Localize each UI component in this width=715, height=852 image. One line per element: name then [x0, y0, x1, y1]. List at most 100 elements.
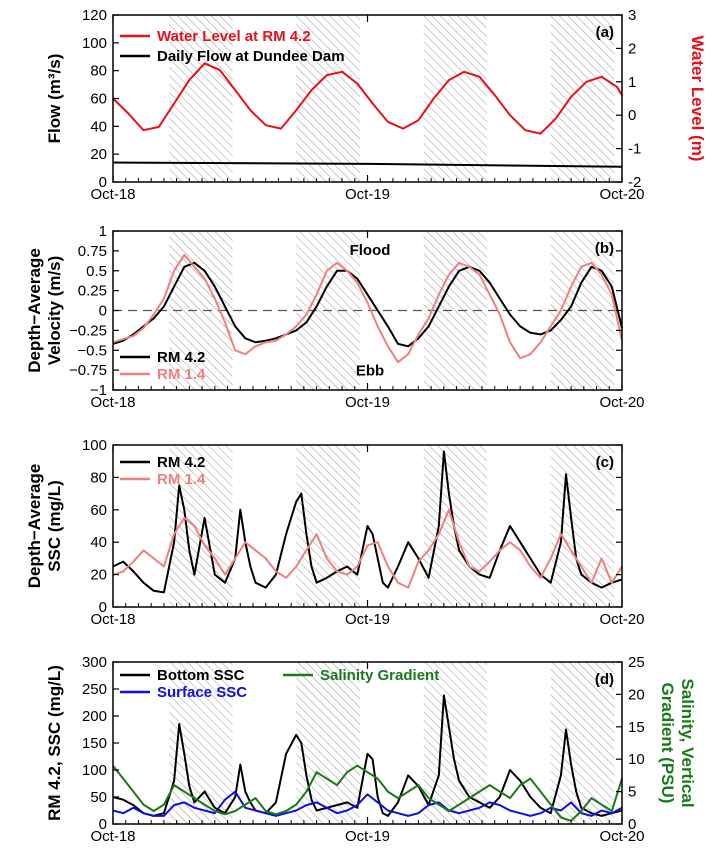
x-tick-label: Oct-19 [345, 186, 390, 203]
y-tick-label: 0 [99, 599, 107, 616]
y-axis-label-line: SSC (mg/L) [45, 480, 64, 572]
panel-2: −1 −0.75 −0.5 −0.25 0 0.25 0.5 0.75 1 Oct-18 Oct-1… [25, 223, 645, 411]
y-tick-label: 20 [90, 567, 107, 584]
y-axis-label: Depth−Average SSC (mg/L) [25, 464, 64, 589]
legend-label: RM 1.4 [157, 471, 206, 488]
y-tick-label: −0.75 [69, 362, 107, 379]
y-tick-label: 20 [90, 146, 107, 163]
y-axis-label-line: Depth−Average [25, 248, 44, 373]
panel-label: (c) [596, 454, 614, 471]
series-line-daily-flow-at-dundee-dam [112, 161, 623, 168]
y2-tick-label: 15 [628, 719, 645, 736]
y-tick-label: 0.25 [78, 283, 107, 300]
shaded-interval [423, 445, 488, 607]
x-tick-label: Oct-18 [90, 611, 135, 628]
y-axis-label: RM 4.2, SSC (mg/L) [45, 665, 64, 821]
y-tick-label: 1 [99, 223, 107, 240]
series-line-bottom-ssc [112, 694, 623, 817]
x-tick-label: Oct-19 [345, 828, 390, 845]
y-tick-label: 0 [99, 303, 107, 320]
y-tick-label: 200 [82, 708, 107, 725]
panel-1: 0 20 40 60 80 100 120 -2 -1 0 1 2 3 Oct-18 Oct-19 Oct-2… [45, 7, 707, 203]
y-tick-label: 40 [90, 534, 107, 551]
legend-label: Bottom SSC [157, 667, 245, 684]
y-tick-label: 100 [82, 437, 107, 454]
series-line-rm-1-4 [112, 508, 623, 589]
y-tick-label: 250 [82, 681, 107, 698]
series-line-rm-4-2 [112, 450, 623, 594]
y2-tick-label: 5 [628, 784, 636, 801]
y2-tick-label: -1 [628, 141, 641, 158]
y-tick-label: 60 [90, 91, 107, 108]
y-tick-label: −1 [90, 382, 107, 399]
shaded-interval [296, 15, 360, 182]
y2-tick-label: 20 [628, 686, 645, 703]
y2-axis-label-line: Water Level (m) [688, 36, 707, 162]
legend-label: RM 1.4 [157, 366, 206, 383]
x-tick-label: Oct-20 [599, 828, 644, 845]
legend-label: Salinity Gradient [320, 667, 439, 684]
y2-tick-label: 0 [628, 107, 636, 124]
legend-label: Surface SSC [157, 684, 247, 701]
y-tick-label: 100 [82, 35, 107, 52]
y2-tick-label: 3 [628, 7, 636, 24]
x-tick-label: Oct-20 [599, 186, 644, 203]
x-tick-label: Oct-18 [90, 186, 135, 203]
y-tick-label: 80 [90, 63, 107, 80]
y-axis-label-line: Flow (m³/s) [45, 54, 64, 144]
y2-tick-label: -2 [628, 174, 641, 191]
panel-label: (b) [595, 240, 614, 257]
shaded-interval [423, 662, 488, 824]
y-axis-label-line: Velocity (m/s) [45, 256, 64, 366]
legend-label: RM 4.2 [157, 454, 205, 471]
y-tick-label: 120 [82, 7, 107, 24]
shaded-interval [550, 662, 615, 824]
legend-label: Daily Flow at Dundee Dam [157, 48, 345, 65]
shaded-interval [296, 445, 360, 607]
y2-tick-label: 0 [628, 816, 636, 833]
y-tick-label: 150 [82, 735, 107, 752]
y-tick-label: 300 [82, 654, 107, 671]
shaded-interval [550, 15, 615, 182]
y-tick-label: 0.5 [86, 263, 107, 280]
x-tick-label: Oct-20 [599, 611, 644, 628]
y-tick-label: 100 [82, 762, 107, 779]
legend-label: RM 4.2 [157, 349, 205, 366]
panel-4: 0 50 100 150 200 250 300 0 5 10 15 20 25 Oct-18 Oct-19… [45, 654, 697, 845]
y2-tick-label: 25 [628, 654, 645, 671]
y-tick-label: 40 [90, 118, 107, 135]
annotation-flood: Flood [350, 242, 391, 259]
y-axis-label-line: RM 4.2, SSC (mg/L) [45, 665, 64, 821]
annotation-ebb: Ebb [356, 363, 384, 380]
y2-axis-label-line: Gradient (PSU) [658, 683, 677, 804]
series-line-rm-4-2 [112, 261, 623, 348]
y2-tick-label: 2 [628, 40, 636, 57]
y-tick-label: 0 [99, 816, 107, 833]
y-axis-label-line: Depth−Average [25, 464, 44, 589]
x-tick-label: Oct-19 [345, 394, 390, 411]
y-tick-label: 80 [90, 469, 107, 486]
shaded-interval [296, 662, 360, 824]
x-tick-label: Oct-18 [90, 828, 135, 845]
panel-label: (d) [595, 671, 614, 688]
legend-label: Water Level at RM 4.2 [157, 28, 311, 45]
y-tick-label: 60 [90, 502, 107, 519]
series-line-salinity-gradient [112, 764, 623, 822]
y-tick-label: −0.5 [77, 342, 107, 359]
shaded-interval [168, 15, 233, 182]
y-axis-label: Flow (m³/s) [45, 54, 64, 144]
y2-tick-label: 1 [628, 74, 636, 91]
y-tick-label: 0 [99, 174, 107, 191]
series-line-water-level-at-rm-4-2 [112, 62, 623, 135]
series-line-surface-ssc [112, 790, 623, 817]
y2-axis-label: Water Level (m) [688, 36, 707, 162]
y2-axis-label-line: Salinity, Vertical [678, 678, 697, 807]
panel-label: (a) [596, 24, 614, 41]
y-tick-label: −0.25 [69, 322, 107, 339]
x-tick-label: Oct-18 [90, 394, 135, 411]
series-line-rm-1-4 [112, 253, 623, 364]
y-tick-label: 0.75 [78, 243, 107, 260]
x-tick-label: Oct-20 [599, 394, 644, 411]
